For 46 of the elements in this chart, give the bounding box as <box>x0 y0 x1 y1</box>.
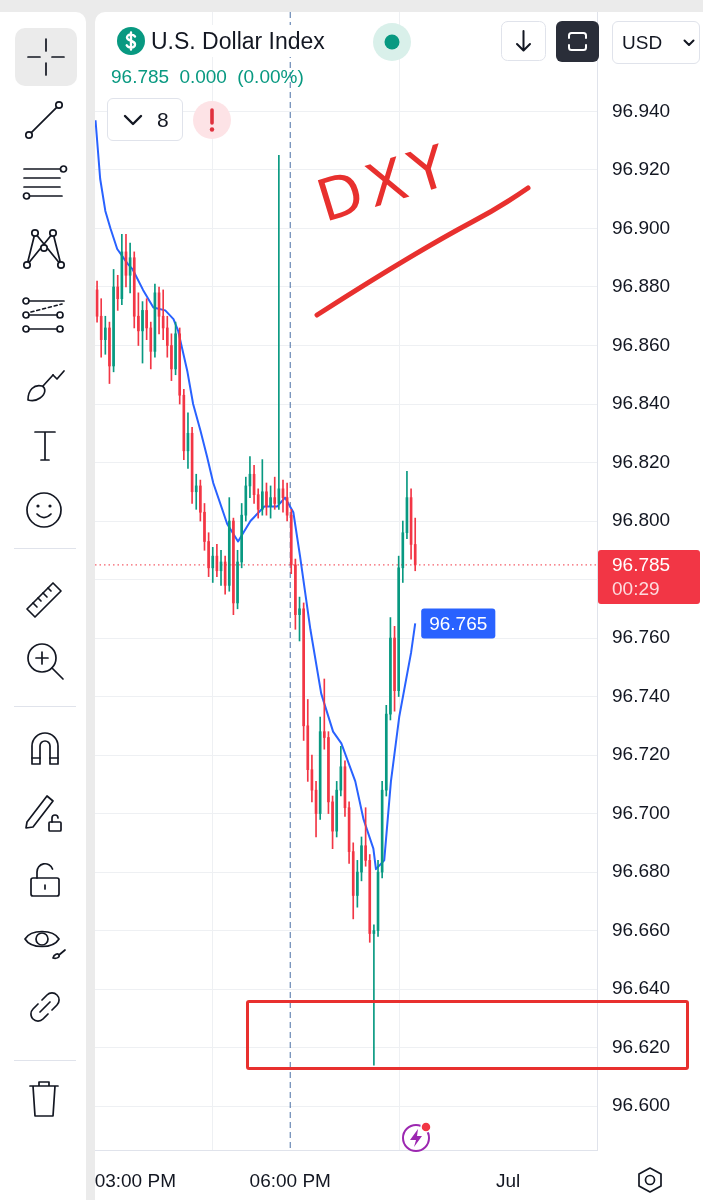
candlestick <box>393 626 396 712</box>
y-tick-label: 96.600 <box>612 1094 671 1116</box>
x-tick-label: 03:00 PM <box>94 1169 176 1191</box>
candlestick <box>108 321 111 384</box>
y-tick-label: 96.740 <box>612 684 671 706</box>
y-tick-label: 96.640 <box>612 977 671 999</box>
annotation: DXY <box>309 130 461 236</box>
text: 96.785 0.000 (0.00%) <box>111 65 304 89</box>
y-tick-label: 96.840 <box>612 392 671 414</box>
ref-line-label: 96.785 00:29 <box>612 554 671 600</box>
candlestick <box>327 731 330 814</box>
data-label: 96.765 <box>429 612 488 634</box>
y-tick-label: 96.820 <box>612 450 671 472</box>
y-tick-label: 96.900 <box>612 216 671 238</box>
candlestick <box>236 549 239 610</box>
text: U.S. Dollar Index <box>149 25 327 57</box>
candlestick <box>174 321 177 376</box>
text: USD <box>622 31 663 55</box>
candlestick <box>112 269 115 373</box>
candlestick <box>356 860 359 908</box>
candlestick <box>298 596 301 642</box>
y-tick-label: 96.860 <box>612 333 671 355</box>
candlestick <box>269 485 272 519</box>
candlestick <box>104 315 107 355</box>
y-tick-label: 96.940 <box>612 99 671 121</box>
y-tick-label: 96.800 <box>612 509 671 531</box>
y-tick-label: 96.720 <box>612 743 671 765</box>
candlestick <box>265 482 268 516</box>
y-tick-label: 96.760 <box>612 626 671 648</box>
x-tick-label: Jul <box>496 1169 521 1191</box>
candlestick <box>360 836 363 882</box>
y-tick-label: 96.880 <box>612 275 671 297</box>
y-tick-label: 96.680 <box>612 860 671 882</box>
candlestick <box>331 795 334 850</box>
candlestick <box>261 459 264 516</box>
y-tick-label: 96.700 <box>612 801 671 823</box>
candlestick <box>141 301 144 364</box>
y-tick-label: 96.660 <box>612 918 671 940</box>
candlestick <box>273 476 277 510</box>
x-tick-label: 06:00 PM <box>249 1169 331 1191</box>
candlestick <box>389 617 392 721</box>
candlestick <box>145 298 148 340</box>
y-tick-label: 96.920 <box>612 158 671 180</box>
candlestick <box>194 473 198 510</box>
y-tick-label: 96.620 <box>612 1035 671 1057</box>
annotation: 8 <box>157 107 169 133</box>
